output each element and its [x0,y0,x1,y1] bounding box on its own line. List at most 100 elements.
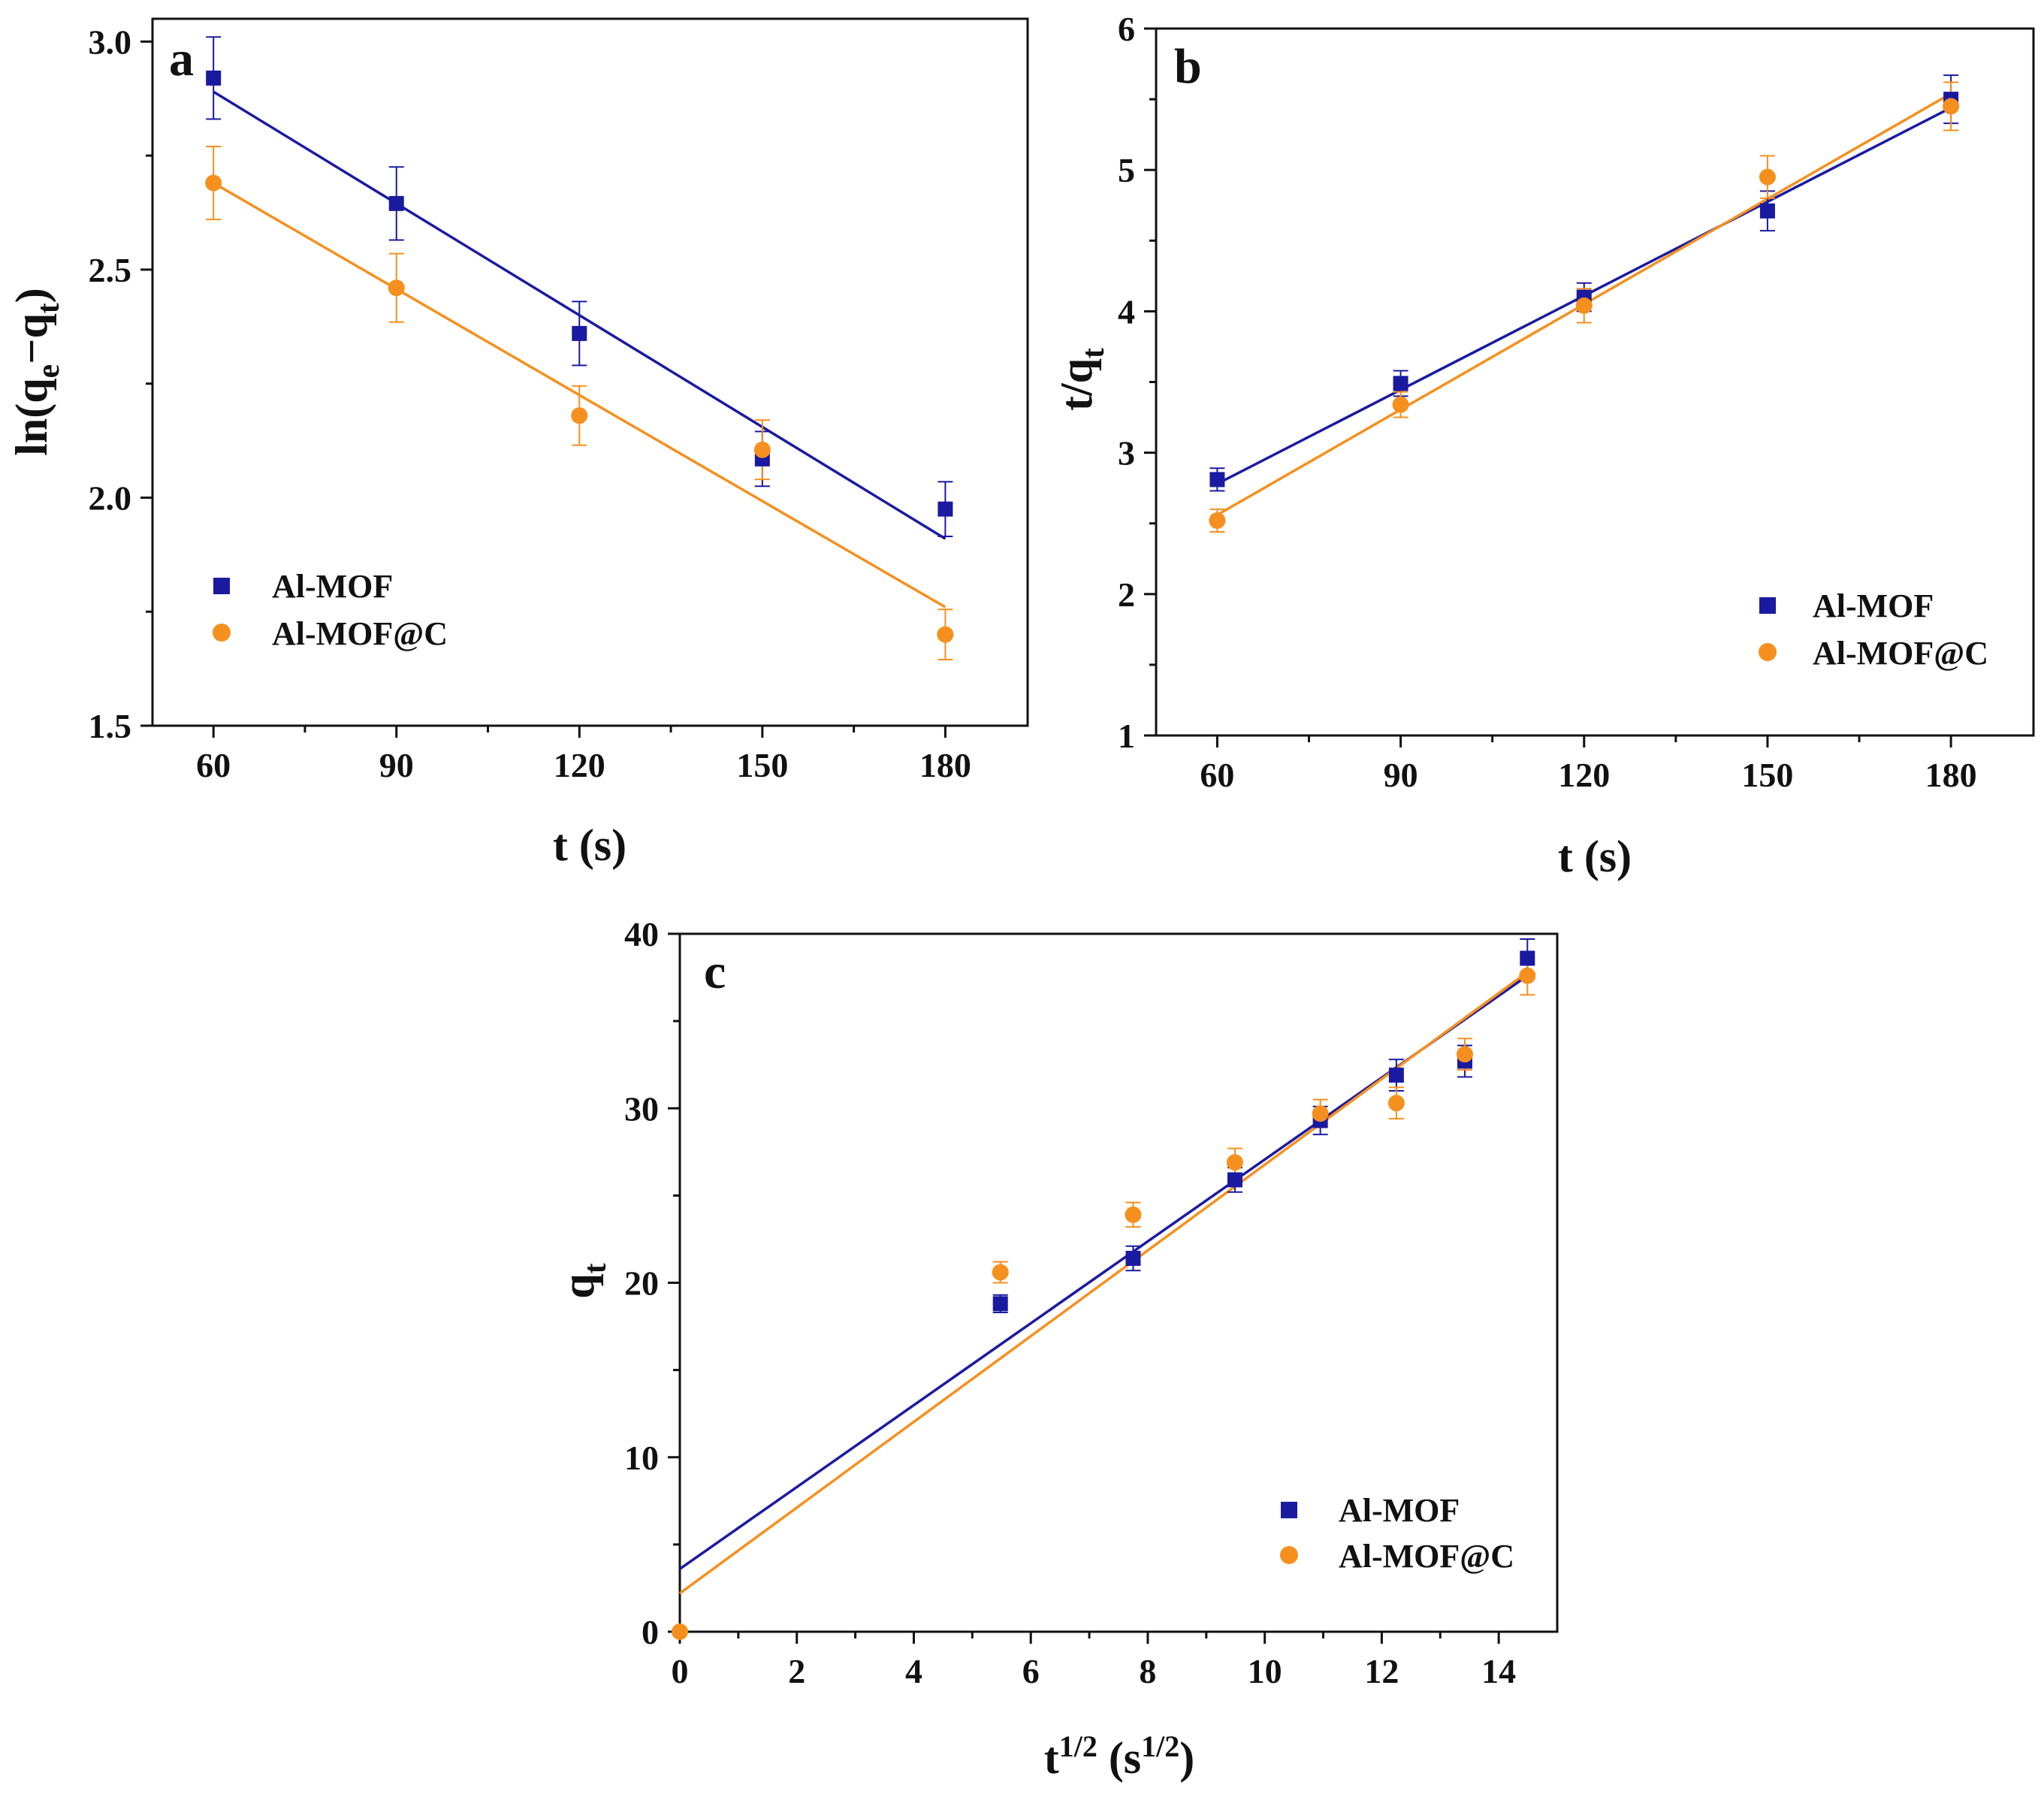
x-title-sup: 1/2 [1059,1729,1097,1763]
plot-frame [151,17,1029,727]
y-tick-label: 3.0 [89,23,132,61]
y-title-main: t/q [1052,358,1101,411]
y-tick-label: 5 [1118,151,1135,189]
y-tick-label: 30 [624,1089,659,1128]
data-point-al-mof [1759,203,1775,219]
x-tick-label: 180 [919,746,971,784]
y-tick-label: 0 [642,1613,659,1651]
panel-a: 60 90 120 150 180 1.5 2.0 2.5 3.0 a t (s) ln(qe−… [7,17,1029,870]
data-point-al-mof [1227,1172,1242,1188]
x-tick-label: 8 [1139,1652,1156,1690]
x-axis-title: t1/2 (s1/2) [1044,1729,1195,1783]
panel-letter: b [1174,39,1202,94]
data-point-al-mof-c [1209,512,1226,529]
data-point-al-mof [206,70,222,86]
legend-label-al-mof-c: Al-MOF@C [1813,635,1988,672]
data-point-al-mof-c [1943,98,1960,115]
data-point-al-mof-c [205,174,222,192]
tick-labels: 0 2 4 6 8 10 12 14 0 10 20 30 40 [624,915,1516,1690]
data-point-al-mof-c [1759,168,1776,186]
y-title-sub: t [32,303,66,313]
panel-letter: c [704,944,726,999]
x-tick-label: 6 [1022,1652,1040,1690]
tick-labels: 60 90 120 150 180 1.5 2.0 2.5 3.0 [89,23,971,784]
error-bars [992,938,1535,1313]
data-point-al-mof-c [937,626,954,643]
data-point-al-mof [1209,472,1225,488]
y-axis-title: ln(qe−qt) [7,288,66,456]
data-point-al-mof [1520,950,1535,966]
x-tick-label: 180 [1925,756,1977,794]
x-title-mid: (s [1097,1733,1141,1783]
x-tick-label: 90 [1384,756,1418,794]
y-tick-label: 6 [1118,10,1135,48]
x-tick-label: 10 [1248,1652,1282,1690]
legend: Al-MOF Al-MOF@C [1280,1492,1514,1575]
x-axis-title: t (s) [553,820,626,870]
y-tick-label: 3 [1118,434,1135,473]
x-title-sup: 1/2 [1141,1729,1179,1763]
y-title-mid: −q [7,313,56,364]
data-point-al-mof-c [1125,1206,1142,1223]
data-point-al-mof [1125,1250,1141,1266]
y-title-end: ) [7,288,56,303]
plot-frame [1155,27,2035,737]
data-point-al-mof [992,1296,1008,1312]
x-axis-title: t (s) [1558,832,1632,881]
x-tick-label: 90 [379,746,414,784]
tick-labels: 60 90 120 150 180 1 2 3 4 5 6 [1118,10,1977,794]
data-point-al-mof-c [992,1264,1009,1281]
fit-lines [678,971,1529,1595]
error-bars [206,36,953,660]
legend-marker-al-mof [213,578,230,594]
x-tick-label: 12 [1364,1652,1399,1690]
legend-label-al-mof: Al-MOF [272,568,393,605]
x-tick-label: 120 [1558,756,1610,794]
y-axis-title: qt [554,1263,613,1298]
data-point-al-mof-c [1387,1095,1405,1112]
x-tick-label: 120 [554,746,605,784]
legend-label-al-mof-c: Al-MOF@C [1339,1538,1514,1575]
legend-marker-al-mof-c [1759,643,1777,661]
data-point-al-mof-c [388,279,405,297]
x-tick-label: 150 [1741,756,1793,794]
legend-label-al-mof: Al-MOF [1339,1492,1460,1529]
y-tick-label: 40 [624,915,659,953]
legend-label-al-mof-c: Al-MOF@C [272,615,448,652]
data-point-al-mof-c [571,407,588,424]
data-point-al-mof-c [672,1623,688,1640]
data-point-al-mof [937,501,953,517]
data-point-al-mof [388,195,404,211]
x-title-end: ) [1179,1733,1194,1783]
y-tick-label: 10 [624,1439,659,1477]
x-tick-label: 60 [1200,756,1234,794]
y-title-sub: t [1076,348,1111,358]
y-title-sub: t [578,1263,613,1273]
data-point-al-mof-c [1312,1105,1329,1122]
panel-letter: a [169,32,194,86]
y-tick-label: 1.5 [89,707,132,745]
x-title-main: t [1044,1733,1059,1783]
data-markers [672,950,1536,1640]
x-tick-label: 150 [736,746,788,784]
x-tick-label: 0 [672,1652,689,1690]
y-title-main: ln(q [7,378,56,455]
legend-marker-al-mof-c [213,624,231,642]
tick-marks [140,40,947,738]
data-point-al-mof-c [1226,1154,1243,1171]
data-point-al-mof [1393,376,1408,391]
data-point-al-mof-c [1456,1046,1473,1063]
x-tick-label: 4 [905,1652,922,1690]
y-title-main: q [554,1273,603,1298]
data-markers [205,70,954,643]
legend-label-al-mof: Al-MOF [1813,587,1934,624]
y-tick-label: 2.5 [89,251,132,289]
legend-marker-al-mof [1759,597,1776,614]
y-title-sub: e [32,364,66,379]
data-point-al-mof-c [1392,396,1409,413]
legend-marker-al-mof-c [1280,1546,1298,1564]
data-point-al-mof-c [1519,967,1536,984]
data-point-al-mof-c [753,441,771,458]
